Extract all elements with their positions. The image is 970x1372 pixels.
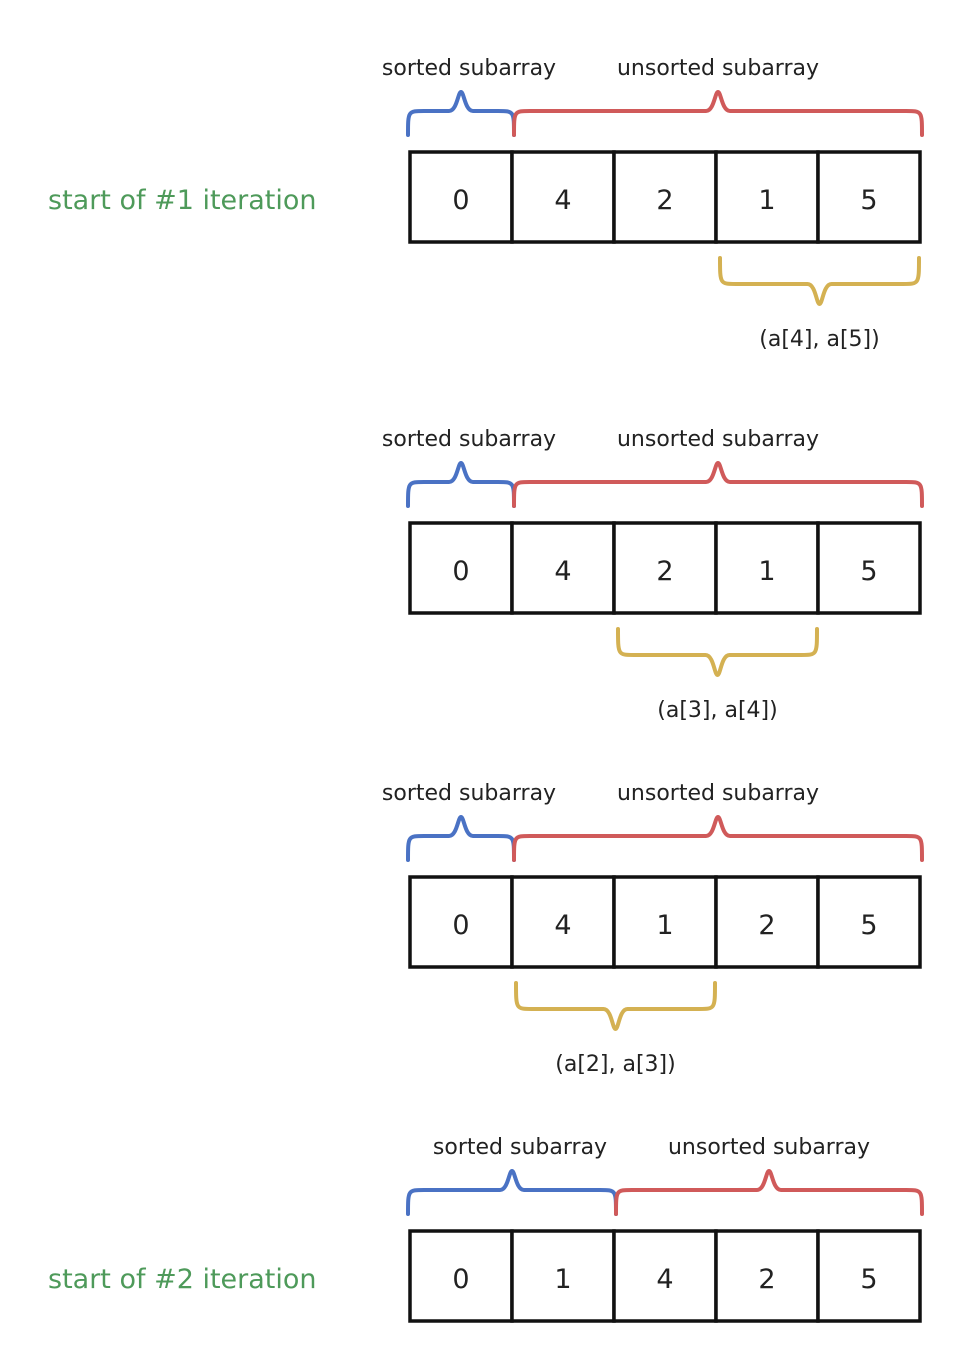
array-cell: [612, 521, 718, 615]
sort-step: 0 4 1 2 5 sorted subarray unsorted subarray (a[…: [382, 781, 924, 1077]
compare-pair-brace: [718, 256, 921, 306]
array-cell-value: 5: [860, 556, 877, 587]
compare-pair-brace: [514, 981, 717, 1031]
sorted-brace: [406, 815, 516, 862]
sorted-subarray-label: sorted subarray: [382, 781, 556, 806]
sorted-subarray-label: sorted subarray: [382, 56, 556, 81]
unsorted-subarray-label: unsorted subarray: [617, 427, 819, 452]
iteration-label: start of #2 iteration: [48, 1264, 317, 1295]
array-cell-value: 4: [656, 1264, 673, 1295]
sort-step: 0 4 2 1 5 sorted subarray unsorted subarray (a[…: [382, 427, 924, 723]
array-cell: [408, 521, 514, 615]
array-cell-value: 1: [554, 1264, 571, 1295]
sort-step: start of #2 iteration 0 1 4 2 5 sorted subarra…: [48, 1135, 924, 1323]
array-cell: [714, 1229, 820, 1323]
sorted-subarray-label: sorted subarray: [382, 427, 556, 452]
compare-pair-label: (a[2], a[3]): [555, 1052, 675, 1077]
array-cell: [408, 150, 514, 244]
sorted-subarray-label: sorted subarray: [433, 1135, 607, 1160]
array-cell-value: 0: [452, 910, 469, 941]
array-cell: [408, 1229, 514, 1323]
array-cell: [816, 1229, 922, 1323]
array-cell-value: 1: [656, 910, 673, 941]
array-cell-value: 5: [860, 185, 877, 216]
compare-pair-label: (a[3], a[4]): [657, 698, 777, 723]
compare-pair-label: (a[4], a[5]): [759, 327, 879, 352]
compare-pair-brace: [616, 627, 819, 677]
array-cell-value: 2: [656, 185, 673, 216]
array-cell-value: 5: [860, 910, 877, 941]
sorted-brace: [406, 1169, 618, 1216]
array-cell: [612, 150, 718, 244]
array-cell: [510, 521, 616, 615]
array-cell-value: 5: [860, 1264, 877, 1295]
unsorted-brace: [614, 1169, 924, 1216]
array-cell-value: 0: [452, 185, 469, 216]
array-cell-value: 2: [758, 910, 775, 941]
array-cell: [510, 1229, 616, 1323]
array-cell-value: 2: [758, 1264, 775, 1295]
unsorted-brace: [512, 815, 924, 862]
array-cell-value: 4: [554, 556, 571, 587]
iteration-label: start of #1 iteration: [48, 185, 317, 216]
unsorted-brace: [512, 90, 924, 137]
array-cell: [510, 875, 616, 969]
unsorted-subarray-label: unsorted subarray: [617, 781, 819, 806]
array-cell: [816, 521, 922, 615]
sorted-brace: [406, 90, 516, 137]
sort-step: start of #1 iteration 0 4 2 1 5 sorted subarra…: [48, 56, 924, 352]
array-cell-value: 4: [554, 910, 571, 941]
array-cell-value: 4: [554, 185, 571, 216]
array-cell: [714, 521, 820, 615]
array-cell: [510, 150, 616, 244]
array-cell: [714, 875, 820, 969]
array-cell-value: 1: [758, 556, 775, 587]
array-cell-value: 2: [656, 556, 673, 587]
array-cell: [612, 875, 718, 969]
array-cell: [816, 875, 922, 969]
array-cell: [816, 150, 922, 244]
unsorted-subarray-label: unsorted subarray: [617, 56, 819, 81]
array-cell-value: 0: [452, 1264, 469, 1295]
array-cell-value: 1: [758, 185, 775, 216]
sorted-brace: [406, 461, 516, 508]
unsorted-brace: [512, 461, 924, 508]
array-cell-value: 0: [452, 556, 469, 587]
unsorted-subarray-label: unsorted subarray: [668, 1135, 870, 1160]
